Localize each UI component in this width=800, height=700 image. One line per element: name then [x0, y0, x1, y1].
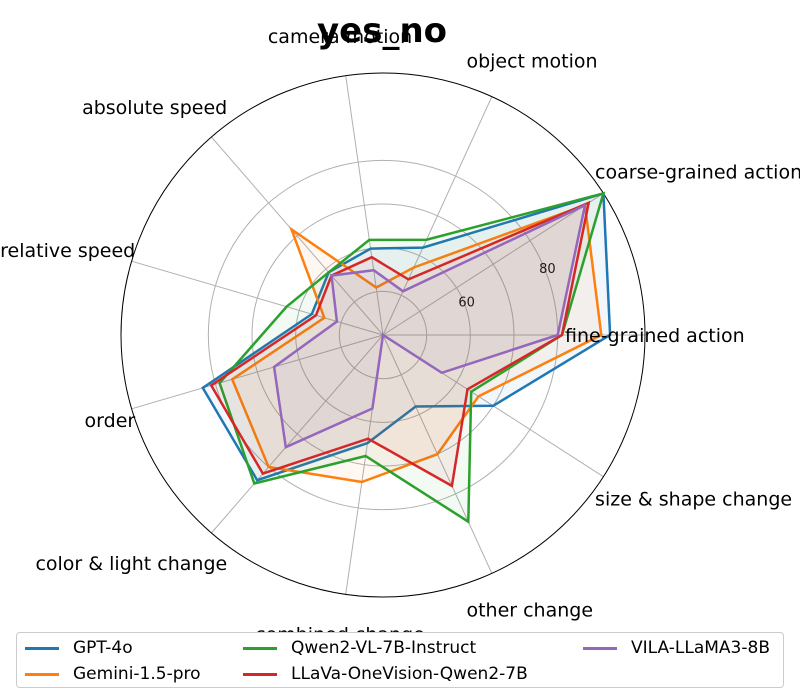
- r-tick-label: 80: [539, 262, 556, 277]
- legend-item-qwen: Qwen2-VL-7B-Instruct: [243, 638, 476, 658]
- axis-label-object-motion: object motion: [466, 50, 597, 72]
- axis-label-relative-speed: relative speed: [0, 240, 135, 262]
- legend-label: LLaVa-OneVision-Qwen2-7B: [291, 664, 528, 684]
- axis-labels: fine-grained action coarse-grained action…: [0, 26, 800, 646]
- legend-label: GPT-4o: [73, 638, 133, 658]
- series-qwen2-vl-7b-instruct: [218, 191, 606, 524]
- legend-swatch: [243, 672, 277, 676]
- legend-label: Gemini-1.5-pro: [73, 664, 201, 684]
- axis-label-fine-grained-action: fine-grained action: [565, 325, 745, 347]
- r-tick-label: 60: [458, 296, 475, 311]
- legend-swatch: [25, 672, 59, 676]
- legend-label: VILA-LLaMA3-8B: [631, 638, 770, 658]
- axis-label-coarse-grained-action: coarse-grained action: [595, 162, 800, 184]
- legend-item-gemini: Gemini-1.5-pro: [25, 664, 201, 684]
- legend-label: Qwen2-VL-7B-Instruct: [291, 638, 477, 658]
- legend-item-llava: LLaVa-OneVision-Qwen2-7B: [243, 664, 528, 684]
- series-gpt-4o: [201, 191, 612, 482]
- grid-ring: [338, 290, 428, 380]
- legend-swatch: [583, 646, 617, 650]
- outer-frame: [120, 72, 646, 598]
- series-vila-llama3-8b: [272, 202, 587, 450]
- series-layer: [201, 191, 612, 524]
- axis-label-other-change: other change: [466, 600, 593, 622]
- axis-label-order: order: [85, 410, 136, 432]
- legend-item-gpt-4o: GPT-4o: [25, 638, 133, 658]
- legend-item-vila: VILA-LLaMA3-8B: [583, 638, 770, 658]
- legend-swatch: [25, 646, 59, 650]
- axis-label-size-shape-change: size & shape change: [595, 488, 792, 510]
- series-llava-onevision-qwen2-7b: [209, 200, 591, 488]
- chart-title: yes_no: [317, 11, 447, 51]
- axis-label-absolute-speed: absolute speed: [82, 97, 227, 119]
- legend: GPT-4o Gemini-1.5-pro Qwen2-VL-7B-Instru…: [16, 632, 784, 688]
- legend-swatch: [243, 646, 277, 650]
- axis-label-camera-motion: camera motion: [268, 26, 412, 48]
- axis-label-color-light-change: color & light change: [35, 553, 227, 575]
